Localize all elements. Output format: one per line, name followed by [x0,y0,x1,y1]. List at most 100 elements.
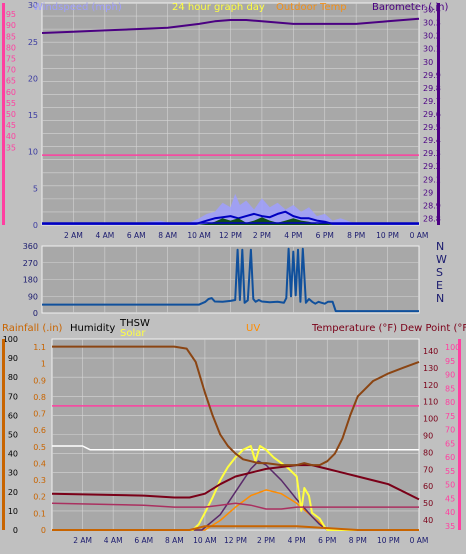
humidity-tick-label: 20 [8,488,18,497]
left-tick-label: 55 [6,99,16,108]
time-tick-label: 2 AM [73,536,92,545]
direction-tick-label: 360 [23,242,38,251]
left-tick-label: 65 [6,77,16,86]
humidity-tick-label: 10 [8,507,18,516]
time-tick-label: 6 PM [316,231,334,240]
rain-color-bar [2,339,5,530]
right-color-bar [437,3,440,225]
right-tick-label: 28.9 [423,201,441,210]
right-tick-label: 30.1 [423,45,441,54]
time-tick-label: 4 AM [104,536,123,545]
dewpoint-tick-label: 100 [423,415,438,424]
temp-color-bar [458,339,461,530]
dewpoint-axis-ticks: 40 50 60 70 80 90 100 110 120 130 140 [423,347,438,525]
left-extra-tick-label: 10 [28,148,38,157]
time-tick-label: 2 PM [253,231,271,240]
compass-label: W [436,253,447,266]
solar-series [52,445,419,531]
rainfall-tick-label: 0.5 [33,443,46,452]
rainfall-series [52,525,419,531]
time-tick-label: 2 AM [64,231,83,240]
time-tick-label: 8 AM [158,231,177,240]
dewpoint-tick-label: 60 [423,482,433,491]
left-tick-label: 40 [6,132,16,141]
left-extra-tick-label: 15 [28,111,38,120]
right-tick-label: 29.3 [423,149,441,158]
average-wind-series [42,210,419,225]
left-tick-label: 60 [6,88,16,97]
time-tick-label: 8 PM [347,231,365,240]
direction-tick-label: 270 [23,259,38,268]
dewpoint-series [51,502,419,510]
time-tick-label: 10 AM [193,536,217,545]
right-tick-label: 29.8 [423,84,441,93]
time-tick-label: 10 AM [187,231,211,240]
humidity-tick-label: 90 [8,354,18,363]
direction-axis-ticks: 0 90 180 270 360 [23,242,38,318]
time-tick-label: 4 PM [288,536,306,545]
thsw-series [52,460,419,531]
left-axis-extra-ticks: 0 5 10 15 20 25 30 [28,1,38,230]
rainfall-label: Rainfall (.in) [2,323,63,334]
right-tick-label: 30.2 [423,32,441,41]
rainfall-tick-label: 0.2 [33,493,46,502]
series-layer [51,345,420,531]
left-tick-label: 80 [6,43,16,52]
rainfall-tick-label: 0.4 [33,459,46,468]
rainfall-tick-label: 1 [41,360,46,369]
temperature-tick-label: 35 [445,522,455,531]
rainfall-tick-label: 0.8 [33,393,46,402]
temperature-axis-ticks: 35 40 45 50 55 60 65 70 75 80 85 90 95 100 [445,343,460,531]
barometer-series [41,17,420,34]
right-tick-label: 29.2 [423,162,441,171]
left-axis-ticks: 35 40 45 50 55 60 65 70 75 80 85 90 95 [6,10,16,152]
right-tick-label: 30.3 [423,19,441,28]
rainfall-tick-label: 0.7 [33,410,46,419]
dewpoint-tick-label: 40 [423,516,433,525]
humidity-series [52,345,420,467]
time-axis-ticks: 2 AM 4 AM 6 AM 8 AM 10 AM 12 PM 2 PM 4 PM 6 PM 8 … [73,536,428,545]
top-title: 24 hour graph day [172,2,265,13]
humidity-tick-label: 0 [13,526,18,535]
rainfall-tick-label: 0 [41,526,46,535]
right-tick-label: 30 [423,58,433,67]
left-tick-label: 75 [6,55,16,64]
humidity-tick-label: 70 [8,392,18,401]
compass-label: E [436,279,443,292]
direction-tick-label: 0 [33,309,38,318]
dewpoint-tick-label: 130 [423,364,438,373]
time-tick-label: 8 PM [349,536,367,545]
time-tick-label: 10 PM [377,536,400,545]
rainfall-axis-ticks: 0 0.1 0.2 0.3 0.4 0.5 0.6 0.7 0.8 0.9 1 1.1 [33,343,46,535]
left-tick-label: 95 [6,10,16,19]
temperature-tick-label: 45 [445,494,455,503]
dewpoint-tick-label: 120 [423,381,438,390]
left-extra-tick-label: 30 [28,1,38,10]
right-tick-label: 29.6 [423,110,441,119]
dewpoint-tick-label: 140 [423,347,438,356]
windspeed-series [42,193,419,225]
time-tick-label: 0 AM [410,231,429,240]
time-tick-label: 4 PM [284,231,302,240]
temperature-tick-label: 40 [445,508,455,517]
time-axis-ticks: 2 AM 4 AM 6 AM 8 AM 10 AM 12 PM 2 PM 4 PM 6 PM 8 … [64,231,428,240]
right-tick-label: 29.7 [423,97,441,106]
temperature-series [51,464,420,501]
temperature-tick-label: 90 [445,371,455,380]
temperature-tick-label: 95 [445,357,455,366]
gridlines [42,246,419,313]
gridlines [42,3,419,225]
time-tick-label: 0 AM [410,536,429,545]
humidity-tick-label: 60 [8,411,18,420]
time-tick-label: 6 PM [318,536,336,545]
temperature-tick-label: 70 [445,426,455,435]
left-tick-label: 45 [6,121,16,130]
dewpoint-tick-label: 50 [423,499,433,508]
time-tick-label: 8 AM [165,536,184,545]
rainfall-tick-label: 1.1 [33,343,46,352]
left-tick-label: 85 [6,32,16,41]
top-overlay-label: Outdoor Temp [276,2,347,13]
gridlines [52,339,419,530]
